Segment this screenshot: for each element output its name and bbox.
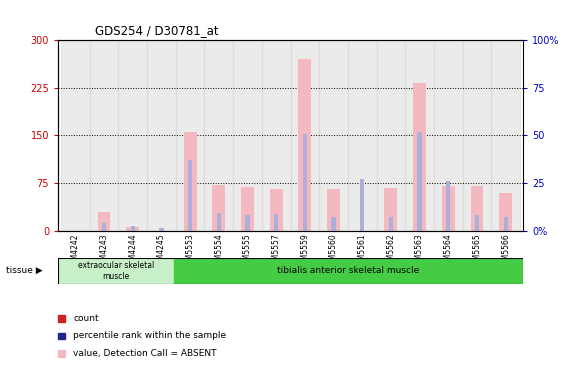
Bar — [504, 217, 508, 231]
Bar — [348, 40, 376, 231]
Bar — [327, 189, 340, 231]
Text: extraocular skeletal
muscle: extraocular skeletal muscle — [78, 261, 155, 281]
Bar — [175, 40, 205, 231]
Bar — [159, 228, 163, 231]
Bar — [385, 188, 397, 231]
Bar — [462, 40, 492, 231]
Bar — [174, 258, 523, 284]
Bar — [290, 40, 319, 231]
Bar — [360, 179, 364, 231]
Bar — [212, 185, 225, 231]
Text: tissue ▶: tissue ▶ — [6, 266, 42, 275]
Bar — [131, 226, 135, 231]
Bar — [126, 227, 139, 231]
Bar — [147, 40, 175, 231]
Bar — [299, 59, 311, 231]
Bar — [471, 186, 483, 231]
Text: tibialis anterior skeletal muscle: tibialis anterior skeletal muscle — [278, 266, 419, 275]
Bar — [61, 40, 89, 231]
Bar — [413, 83, 426, 231]
Bar — [418, 132, 422, 231]
Bar — [102, 223, 106, 231]
Bar — [188, 160, 192, 231]
Bar — [205, 40, 233, 231]
Bar — [245, 215, 250, 231]
Bar — [442, 186, 455, 231]
Text: GDS254 / D30781_at: GDS254 / D30781_at — [95, 24, 218, 37]
Bar — [270, 189, 282, 231]
Text: percentile rank within the sample: percentile rank within the sample — [73, 332, 227, 340]
Bar — [376, 40, 406, 231]
Bar — [389, 217, 393, 231]
Bar — [119, 40, 147, 231]
Bar — [217, 213, 221, 231]
Bar — [184, 132, 196, 231]
Bar — [89, 40, 119, 231]
Bar — [434, 40, 462, 231]
Bar — [319, 40, 348, 231]
Bar — [303, 134, 307, 231]
Bar — [499, 193, 512, 231]
Bar — [98, 212, 110, 231]
Bar — [475, 215, 479, 231]
Bar — [241, 187, 254, 231]
Bar — [274, 214, 278, 231]
Bar — [492, 40, 520, 231]
Text: count: count — [73, 314, 99, 323]
Bar — [331, 217, 336, 231]
Text: value, Detection Call = ABSENT: value, Detection Call = ABSENT — [73, 349, 217, 358]
Bar — [446, 181, 450, 231]
Bar — [233, 40, 262, 231]
Bar — [58, 258, 174, 284]
Bar — [262, 40, 290, 231]
Bar — [406, 40, 434, 231]
